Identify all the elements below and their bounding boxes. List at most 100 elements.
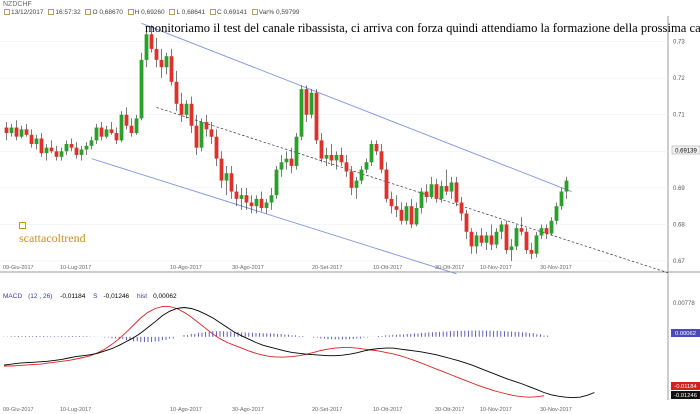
candle[interactable]: [304, 85, 309, 123]
candle[interactable]: [424, 184, 429, 203]
candle[interactable]: [314, 89, 319, 144]
candle[interactable]: [399, 202, 404, 225]
candle[interactable]: [529, 242, 534, 260]
candle[interactable]: [509, 239, 514, 262]
candle[interactable]: [14, 120, 19, 141]
candle[interactable]: [504, 220, 509, 254]
candle[interactable]: [359, 165, 364, 185]
candle[interactable]: [99, 122, 104, 141]
candle[interactable]: [209, 122, 214, 144]
candle[interactable]: [244, 187, 249, 210]
candle[interactable]: [234, 184, 239, 207]
candle[interactable]: [514, 224, 519, 251]
candle[interactable]: [224, 165, 229, 196]
candle[interactable]: [334, 151, 339, 170]
candle[interactable]: [339, 147, 344, 166]
candle[interactable]: [434, 178, 439, 203]
candle[interactable]: [274, 165, 279, 199]
candle[interactable]: [419, 187, 424, 214]
candle[interactable]: [549, 217, 554, 236]
candle[interactable]: [114, 127, 119, 144]
candle[interactable]: [139, 52, 144, 121]
candle[interactable]: [84, 142, 89, 155]
candle[interactable]: [64, 140, 69, 155]
candle[interactable]: [564, 176, 569, 199]
channel-lower-line[interactable]: [91, 158, 457, 275]
candle[interactable]: [439, 180, 444, 203]
candle[interactable]: [429, 176, 434, 199]
candle[interactable]: [469, 228, 474, 254]
candle[interactable]: [464, 209, 469, 240]
candle[interactable]: [479, 228, 484, 247]
candle[interactable]: [59, 147, 64, 161]
candle[interactable]: [299, 85, 304, 141]
candle[interactable]: [94, 123, 99, 144]
candle[interactable]: [519, 217, 524, 236]
candle[interactable]: [534, 231, 539, 258]
macd-line[interactable]: [3, 307, 595, 399]
candle[interactable]: [409, 198, 414, 229]
candle[interactable]: [34, 134, 39, 150]
candle[interactable]: [239, 187, 244, 210]
candle[interactable]: [524, 228, 529, 254]
candle[interactable]: [404, 202, 409, 225]
candle[interactable]: [269, 187, 274, 210]
candle[interactable]: [19, 125, 24, 139]
candle[interactable]: [229, 165, 234, 199]
candle[interactable]: [344, 154, 349, 177]
candle[interactable]: [554, 202, 559, 225]
candle[interactable]: [309, 89, 314, 119]
candle[interactable]: [44, 144, 49, 161]
channel-upper-line[interactable]: [141, 22, 572, 192]
candle[interactable]: [174, 70, 179, 112]
candle[interactable]: [444, 169, 449, 196]
candle[interactable]: [264, 198, 269, 214]
candle[interactable]: [89, 136, 94, 150]
candle[interactable]: [4, 122, 9, 141]
candle[interactable]: [349, 165, 354, 196]
candle[interactable]: [144, 30, 149, 68]
candle[interactable]: [324, 147, 329, 166]
candle[interactable]: [354, 176, 359, 199]
candle[interactable]: [374, 140, 379, 155]
candle[interactable]: [364, 158, 369, 174]
candle[interactable]: [214, 129, 219, 166]
candle[interactable]: [164, 52, 169, 75]
candle[interactable]: [394, 195, 399, 218]
candle[interactable]: [149, 25, 154, 53]
candle[interactable]: [499, 220, 504, 240]
candle[interactable]: [489, 224, 494, 251]
candle[interactable]: [289, 147, 294, 174]
candle[interactable]: [369, 140, 374, 166]
candle[interactable]: [134, 114, 139, 135]
candle[interactable]: [414, 202, 419, 227]
candle[interactable]: [539, 224, 544, 240]
candle[interactable]: [179, 92, 184, 123]
candle[interactable]: [279, 154, 284, 177]
candle[interactable]: [189, 96, 194, 134]
candle[interactable]: [329, 144, 334, 166]
candle[interactable]: [559, 187, 564, 210]
candle[interactable]: [294, 133, 299, 170]
candle[interactable]: [109, 122, 114, 135]
candle[interactable]: [199, 118, 204, 152]
candle[interactable]: [184, 100, 189, 119]
candle[interactable]: [494, 228, 499, 249]
candle[interactable]: [474, 231, 479, 254]
candle[interactable]: [259, 191, 264, 212]
candle[interactable]: [24, 123, 29, 137]
candle[interactable]: [459, 197, 464, 221]
candle[interactable]: [384, 162, 389, 203]
candle[interactable]: [129, 118, 134, 137]
candle[interactable]: [124, 107, 129, 130]
candle[interactable]: [54, 145, 59, 161]
candle[interactable]: [9, 123, 14, 137]
candle[interactable]: [249, 195, 254, 214]
candle[interactable]: [104, 125, 109, 139]
candle[interactable]: [389, 191, 394, 214]
candle[interactable]: [74, 142, 79, 159]
candle[interactable]: [79, 145, 84, 161]
candle[interactable]: [254, 195, 259, 214]
candle[interactable]: [284, 151, 289, 170]
